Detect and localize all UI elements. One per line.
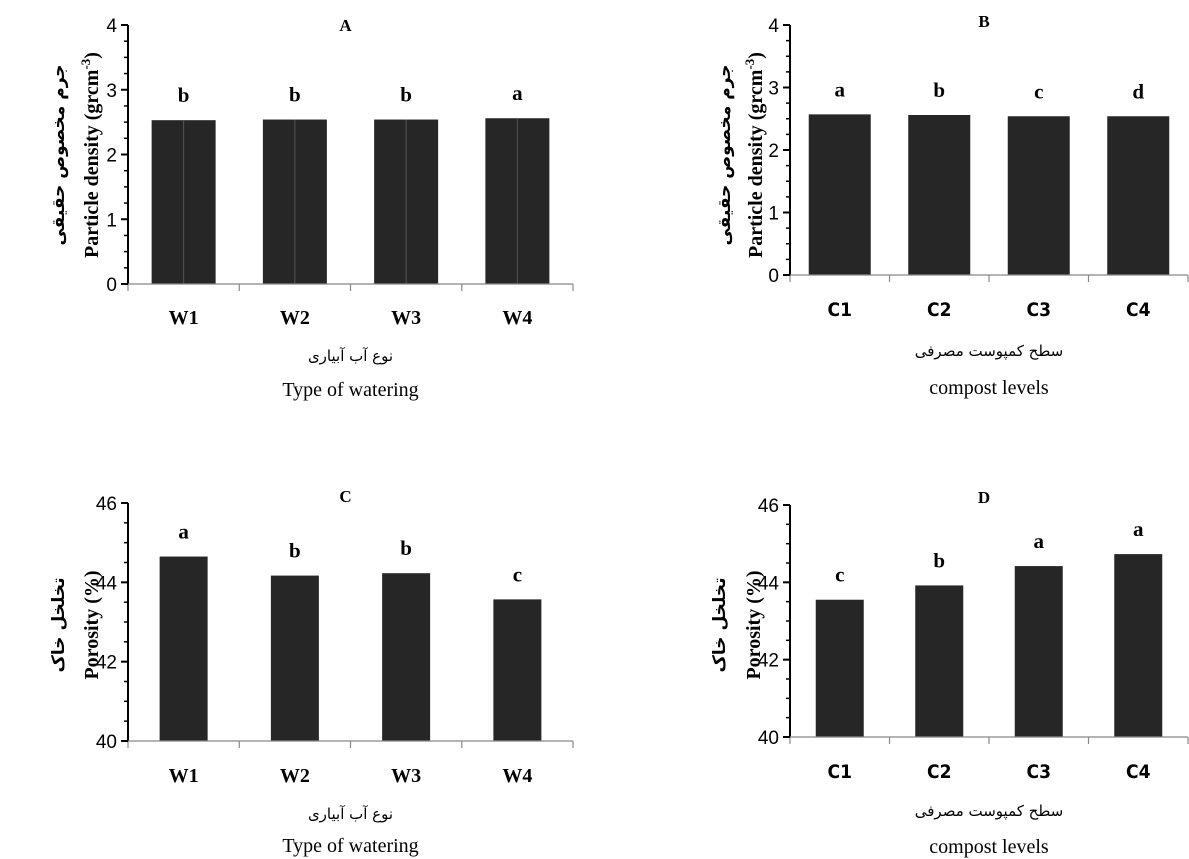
x-axis-label-persian: نوع آب آبیاری (308, 347, 393, 365)
bar-c1 (815, 599, 864, 737)
x-axis-label-persian: سطح کمپوست مصرفی (915, 802, 1063, 821)
bar-c1 (808, 114, 871, 275)
y-tick-label: 1 (106, 210, 117, 231)
y-tick-label: 0 (106, 275, 117, 296)
significance-letter: a (178, 520, 189, 544)
x-tick-label: W1 (169, 307, 199, 329)
significance-letter: a (835, 77, 846, 101)
significance-letter: b (400, 536, 412, 560)
panel-title: A (339, 16, 352, 35)
y-axis-label-superscript: -3 (742, 58, 757, 69)
significance-letter: c (835, 563, 844, 587)
significance-letter: b (933, 548, 945, 572)
x-tick-label: C3 (1027, 299, 1051, 321)
bar-c2 (908, 115, 971, 275)
significance-letter: a (1133, 517, 1144, 541)
significance-letter: b (400, 83, 412, 107)
significance-letter: c (1034, 79, 1043, 103)
x-tick-label: C2 (927, 761, 951, 783)
x-tick-label: C4 (1126, 761, 1151, 783)
bar-c4 (1114, 554, 1163, 737)
panel-title: C (339, 487, 351, 506)
bar-c4 (1107, 116, 1170, 275)
x-tick-label: W2 (280, 307, 310, 329)
y-tick-label: 3 (106, 81, 117, 102)
x-tick-label: C3 (1027, 761, 1051, 783)
y-axis-label: Particle density (grcm-3) (78, 52, 103, 258)
x-axis-label-persian: نوع آب آبیاری (308, 805, 393, 823)
y-tick-label: 42 (758, 651, 779, 672)
y-tick-label: 2 (768, 141, 779, 162)
y-tick-label: 44 (96, 573, 118, 594)
x-tick-label: W4 (502, 765, 532, 787)
x-tick-label: C1 (828, 299, 852, 321)
panel-title: D (978, 488, 990, 507)
significance-letter: d (1132, 79, 1144, 103)
panel-title: B (978, 12, 989, 31)
chart-panel-c: a W1 b W2 b W3 c W4 40 42 44 46 C نوع آب آبیاری Type o… (49, 487, 574, 857)
y-axis-label: Porosity (%) (743, 570, 765, 679)
y-tick-label: 40 (758, 728, 779, 749)
x-tick-label: W3 (391, 307, 421, 329)
significance-letter: b (178, 83, 190, 107)
y-tick-label: 0 (768, 266, 779, 287)
significance-letter: a (1034, 529, 1045, 553)
y-axis-label-persian: جرم مخصوص حقیقی (49, 64, 69, 245)
bar-w2 (270, 575, 319, 741)
significance-letter: b (933, 78, 945, 102)
bar-c3 (1014, 566, 1063, 737)
y-tick-label: 46 (758, 496, 779, 517)
x-tick-label: W1 (169, 765, 199, 787)
y-axis-label: Particle density (grcm-3) (742, 52, 767, 258)
y-axis-label-main: Particle density (grcm (81, 69, 103, 258)
y-axis-label-main: Porosity (%) (81, 570, 103, 679)
x-axis-label: compost levels (929, 377, 1049, 399)
chart-panel-d: c C1 b C2 a C3 a C4 40 42 44 46 D سطح کمپوست مصرفی com… (710, 488, 1189, 858)
y-tick-label: 1 (768, 204, 779, 225)
x-axis-label: compost levels (929, 836, 1049, 858)
significance-letter: b (289, 83, 301, 107)
chart-panel-b: a C1 b C2 c C3 d C4 0 1 2 3 4 B سطح کمپوست مصرفی compos… (715, 12, 1189, 399)
y-axis-label-persian: جرم مخصوص حقیقی (715, 64, 735, 245)
y-axis-label: Porosity (%) (81, 570, 103, 679)
bar-w1 (159, 556, 208, 741)
x-tick-label: C4 (1126, 299, 1151, 321)
x-tick-label: C2 (927, 299, 951, 321)
y-axis-label-main: Particle density (grcm (745, 69, 767, 258)
y-tick-label: 42 (96, 653, 117, 674)
y-tick-label: 3 (768, 79, 779, 100)
bar-w3 (382, 573, 431, 741)
y-axis-label-end: ) (81, 52, 103, 59)
significance-letter: a (512, 81, 523, 105)
y-tick-label: 4 (768, 16, 779, 37)
chart-panel-a: b W1 b W2 b W3 a W4 0 1 2 3 4 A نوع آب آبیاری Type of w… (49, 16, 574, 401)
x-tick-label: W2 (280, 765, 310, 787)
y-tick-label: 40 (96, 732, 117, 753)
y-tick-label: 44 (758, 573, 780, 594)
y-tick-label: 46 (96, 494, 117, 515)
x-tick-label: W3 (391, 765, 421, 787)
x-axis-label: Type of watering (282, 835, 418, 857)
x-tick-label: W4 (502, 307, 532, 329)
bar-c2 (915, 585, 964, 737)
significance-letter: b (289, 539, 301, 563)
y-tick-label: 4 (106, 16, 117, 37)
y-axis-label-main: Porosity (%) (743, 570, 765, 679)
bar-c3 (1007, 116, 1070, 275)
x-axis-label: Type of watering (282, 379, 418, 401)
x-tick-label: C1 (828, 761, 852, 783)
y-axis-label-persian: تخلخل خاک (49, 578, 69, 673)
y-tick-label: 2 (106, 146, 117, 167)
bar-w4 (493, 599, 542, 741)
y-axis-label-superscript: -3 (78, 58, 93, 69)
x-axis-label-persian: سطح کمپوست مصرفی (915, 342, 1063, 361)
y-axis-label-persian: تخلخل خاک (710, 578, 730, 673)
y-axis-label-end: ) (745, 52, 767, 59)
significance-letter: c (513, 562, 522, 586)
